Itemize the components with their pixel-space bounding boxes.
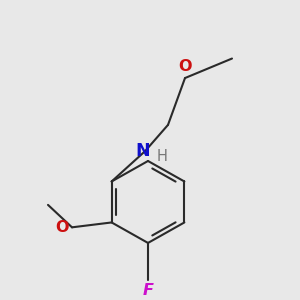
Text: O: O: [178, 59, 192, 74]
Text: O: O: [56, 220, 69, 235]
Text: H: H: [157, 148, 168, 164]
Text: N: N: [136, 142, 150, 160]
Text: F: F: [142, 283, 153, 298]
